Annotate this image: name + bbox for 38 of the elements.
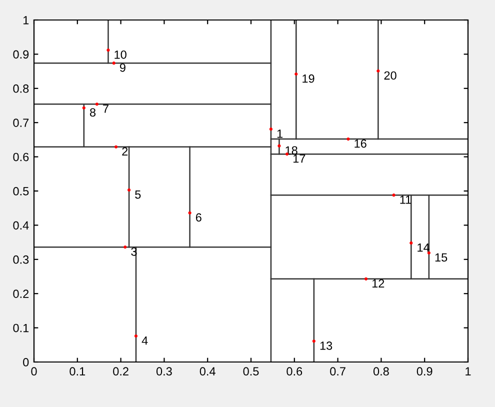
x-tick-label: 0.3 [156, 367, 172, 376]
y-tick-label: 0 [23, 358, 29, 366]
annotation: 8 [90, 108, 96, 117]
x-tick-label: 0.5 [243, 367, 259, 376]
y-tick-label: 0.2 [13, 290, 29, 298]
annotation: 12 [372, 279, 384, 288]
x-tick-label: 0.6 [286, 367, 302, 376]
y-tick-label: 0.9 [13, 50, 29, 59]
annotation: 17 [293, 154, 306, 163]
x-tick-label: 0.2 [113, 367, 128, 376]
annotation: 16 [354, 139, 366, 148]
annotation: 2 [122, 147, 128, 156]
y-tick-label: 1 [23, 16, 29, 24]
annotation: 10 [114, 50, 126, 59]
annotation: 13 [320, 342, 332, 350]
x-tick-label: 0 [31, 367, 37, 376]
y-tick-label: 0.4 [13, 221, 29, 230]
annotation: 1 [277, 130, 283, 138]
annotation: 5 [135, 190, 141, 199]
annotation: 19 [302, 74, 314, 83]
x-tick-label: 0.8 [373, 367, 389, 376]
x-tick-label: 1 [466, 367, 471, 376]
annotation: 15 [435, 253, 448, 262]
x-tick-label: 0.4 [200, 367, 216, 376]
x-tick-label: 0.9 [416, 367, 432, 376]
annotation: 9 [120, 63, 126, 72]
y-tick-label: 0.6 [13, 152, 29, 162]
annotation: 6 [196, 213, 202, 222]
y-tick-label: 0.3 [13, 255, 29, 264]
x-tick-label: 0.1 [70, 367, 86, 376]
y-tick-label: 0.1 [13, 324, 29, 332]
annotation: 7 [103, 104, 108, 113]
y-tick-label: 0.7 [13, 118, 29, 127]
annotation: 4 [142, 336, 148, 345]
annotation: 20 [384, 71, 396, 80]
y-tick-label: 0.5 [13, 187, 29, 196]
x-tick-label: 0.7 [330, 367, 346, 376]
y-tick-label: 0.8 [13, 84, 29, 93]
